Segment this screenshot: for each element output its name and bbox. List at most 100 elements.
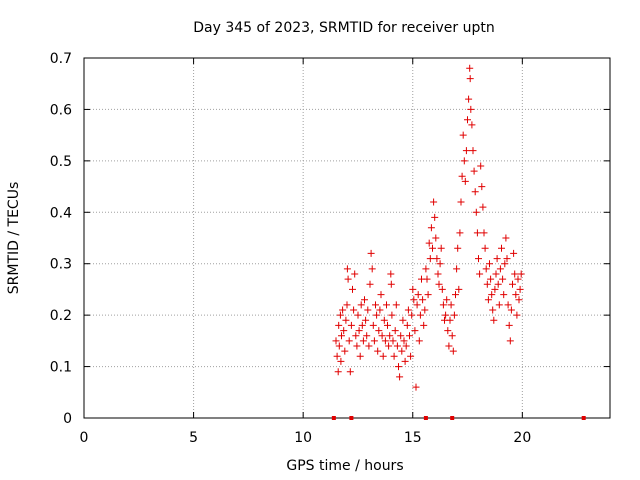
data-point [402, 342, 410, 350]
data-point [375, 327, 383, 335]
data-point [356, 352, 364, 360]
data-point [460, 157, 468, 165]
data-point [505, 321, 513, 329]
data-point [342, 316, 350, 324]
data-point [367, 249, 375, 257]
data-point [423, 275, 431, 283]
data-point [432, 234, 440, 242]
data-point [339, 306, 347, 314]
data-point [381, 337, 389, 345]
x-tick-label: 15 [404, 430, 422, 446]
data-point [461, 177, 469, 185]
data-point [351, 270, 359, 278]
data-point [466, 64, 474, 72]
data-point [453, 265, 461, 273]
data-point [509, 280, 516, 288]
data-point [452, 291, 459, 299]
zero-markers [331, 416, 586, 420]
data-point [449, 347, 457, 355]
y-tick-label: 0.1 [50, 360, 72, 376]
data-point [400, 337, 408, 345]
x-axis-title: GPS time / hours [286, 458, 403, 474]
data-point [387, 280, 395, 288]
axis-ticks [83, 57, 610, 419]
data-point [511, 270, 519, 278]
data-point [483, 280, 491, 288]
data-point [398, 347, 406, 355]
data-point [450, 311, 458, 319]
data-point [410, 296, 418, 304]
data-point [395, 363, 402, 371]
data-point [458, 172, 466, 180]
data-point [391, 327, 399, 335]
data-point [406, 332, 413, 340]
data-point [384, 321, 391, 329]
data-point [337, 357, 345, 365]
y-tick-label: 0.4 [50, 205, 72, 221]
y-tick-label: 0.5 [50, 154, 72, 170]
data-point [334, 368, 342, 376]
data-point [357, 301, 365, 309]
data-point [442, 311, 450, 319]
gridlines [84, 58, 610, 418]
data-point [341, 347, 349, 355]
data-point [336, 311, 344, 319]
data-point [516, 285, 524, 293]
data-point [378, 332, 386, 340]
data-point [514, 275, 522, 283]
data-point [399, 316, 407, 324]
data-point [397, 332, 405, 340]
data-point [412, 383, 420, 391]
data-point [480, 229, 488, 237]
data-point [420, 321, 428, 329]
data-point [445, 342, 453, 350]
data-point [333, 352, 341, 360]
zero-data-point [349, 416, 354, 420]
data-point [346, 368, 354, 376]
data-point [335, 342, 343, 350]
data-point [364, 306, 372, 314]
data-point [471, 188, 479, 196]
data-point [478, 183, 486, 191]
data-point [489, 306, 497, 314]
data-point [472, 208, 480, 216]
data-point [494, 280, 502, 288]
data-point [447, 301, 455, 309]
data-point [363, 332, 371, 340]
data-point [468, 121, 476, 129]
data-point [392, 301, 400, 309]
data-point [387, 270, 395, 278]
data-point [500, 291, 508, 299]
data-point [433, 255, 441, 263]
data-point [404, 306, 412, 314]
data-point [373, 311, 381, 319]
data-point [517, 270, 525, 278]
data-point [362, 316, 370, 324]
data-point [454, 244, 462, 252]
data-point [390, 352, 398, 360]
data-point [515, 296, 523, 304]
data-point [389, 337, 397, 345]
data-point [479, 203, 487, 211]
data-point [493, 255, 501, 263]
data-point [431, 213, 439, 221]
data-point [396, 373, 404, 381]
data-point [427, 224, 435, 232]
x-tick-label: 10 [294, 430, 312, 446]
data-point [487, 275, 495, 283]
data-point [462, 147, 470, 155]
data-point [492, 270, 500, 278]
y-tick-label: 0.3 [50, 257, 72, 273]
data-point [496, 265, 504, 273]
x-tick-label: 0 [80, 430, 89, 446]
data-point [482, 265, 490, 273]
data-point [415, 337, 423, 345]
data-point [411, 327, 419, 335]
data-point [439, 301, 447, 309]
y-tick-label: 0 [63, 411, 72, 427]
data-point [459, 131, 467, 139]
data-point [393, 342, 401, 350]
data-point [477, 162, 485, 170]
data-point [383, 301, 390, 309]
